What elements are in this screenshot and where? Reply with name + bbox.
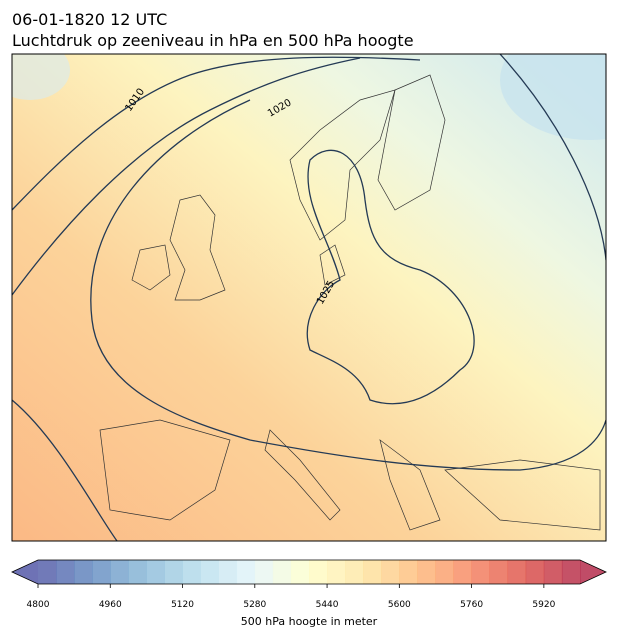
colorbar-band (182, 560, 201, 584)
colorbar-tick-label: 5600 (388, 600, 411, 610)
colorbar-tick-label: 5440 (316, 600, 339, 610)
colorbar-band (327, 560, 346, 584)
colorbar-band (363, 560, 382, 584)
colorbar-band (345, 560, 364, 584)
colorbar-extend (580, 560, 606, 584)
colorbar-band (38, 560, 57, 584)
colorbar-extend (12, 560, 38, 584)
colorbar-band (399, 560, 418, 584)
colorbar-tick-label: 5280 (243, 600, 266, 610)
colorbar-band (417, 560, 436, 584)
colorbar-band (164, 560, 183, 584)
colorbar-band (290, 560, 310, 584)
colorbar-band (200, 560, 219, 584)
colorbar-tick-label: 5120 (171, 600, 194, 610)
colorbar-band (272, 560, 292, 584)
title: 06-01-1820 12 UTC (12, 10, 167, 29)
colorbar: 4800 4960 5120 5280 5440 5600 5760 5920 (11, 559, 607, 610)
colorbar-band (110, 560, 129, 584)
colorbar-label: 500 hPa hoogte in meter (241, 615, 378, 628)
map-frame (11, 53, 607, 542)
colorbar-band (218, 560, 238, 584)
subtitle: Luchtdruk op zeeniveau in hPa en 500 hPa… (12, 31, 414, 50)
colorbar-band (56, 560, 75, 584)
colorbar-band (525, 560, 545, 584)
colorbar-band (309, 560, 328, 584)
colorbar-band (74, 560, 93, 584)
colorbar-tick-label: 5920 (532, 600, 555, 610)
colorbar-band (453, 560, 472, 584)
height-field (500, 54, 606, 140)
colorbar-band (254, 560, 274, 584)
isobar (12, 54, 606, 541)
colorbar-band (471, 560, 490, 584)
height-field (12, 54, 606, 541)
colorbar-tick-label: 4800 (27, 600, 50, 610)
colorbar-tick-label: 4960 (99, 600, 122, 610)
colorbar-band (561, 560, 581, 584)
colorbar-band (489, 560, 509, 584)
colorbar-band (92, 560, 111, 584)
colorbar-band (128, 560, 147, 584)
colorbar-band (435, 560, 454, 584)
map: 1010 1020 1025 (12, 54, 606, 541)
colorbar-band (543, 560, 563, 584)
colorbar-tick-label: 5760 (460, 600, 483, 610)
colorbar-band (146, 560, 165, 584)
colorbar-band (507, 560, 527, 584)
colorbar-band (381, 560, 400, 584)
height-field (12, 54, 70, 100)
colorbar-band (236, 560, 256, 584)
